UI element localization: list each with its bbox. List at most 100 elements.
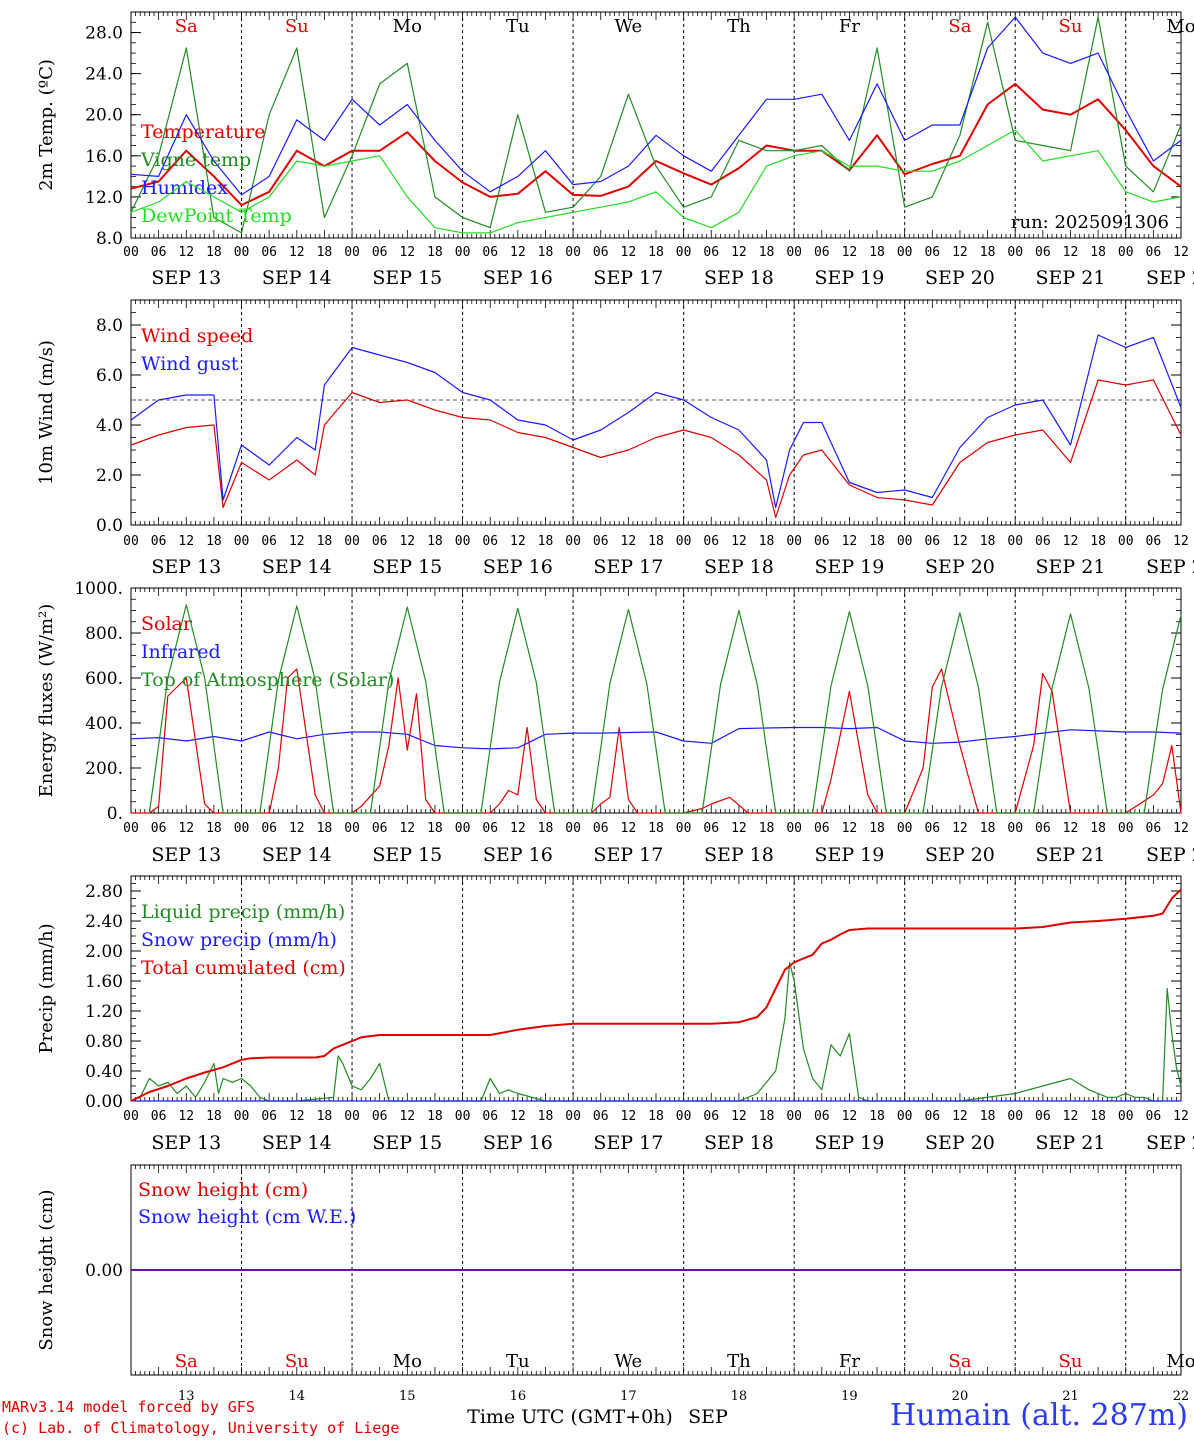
hour-tick-label: 00 [1007,821,1023,836]
weekday-label: Su [1059,16,1083,37]
hour-tick-label: 18 [869,821,885,836]
hour-tick-label: 12 [178,821,194,836]
hour-tick-label: 06 [924,1109,940,1124]
hour-tick-label: 12 [289,534,305,549]
hour-tick-label: 00 [897,245,913,260]
hour-tick-label: 00 [565,1109,581,1124]
hour-tick-label: 12 [399,1109,415,1124]
hour-tick-label: 12 [952,821,968,836]
hour-tick-label: 00 [344,1109,360,1124]
date-label: SEP 22 [1146,267,1194,289]
date-label: SEP 14 [262,267,332,289]
hour-tick-label: 06 [924,534,940,549]
weekday-label-bottom: Su [1059,1351,1083,1372]
hour-tick-label: 18 [869,1109,885,1124]
hour-tick-label: 18 [869,534,885,549]
run-annotation: run: 2025091306 [1011,212,1169,233]
hour-tick-label: 06 [814,245,830,260]
legend-entry: Wind gust [141,353,239,375]
hour-tick-label: 06 [703,1109,719,1124]
hour-tick-label: 18 [1090,1109,1106,1124]
date-label: SEP 22 [1146,1132,1194,1154]
weekday-label: Fr [839,16,860,37]
date-label: SEP 13 [151,267,221,289]
day-number-label: 21 [1062,1389,1079,1404]
hour-tick-label: 18 [648,534,664,549]
model-credit: MARv3.14 model forced by GFS [2,1398,255,1416]
date-label: SEP 20 [925,267,995,289]
hour-tick-label: 00 [1007,534,1023,549]
hour-tick-label: 00 [1118,534,1134,549]
hour-tick-label: 06 [482,821,498,836]
hour-tick-label: 06 [593,1109,609,1124]
date-label: SEP 18 [704,267,774,289]
date-label: SEP 22 [1146,556,1194,578]
date-label: SEP 18 [704,556,774,578]
date-label: SEP 16 [483,1132,553,1154]
legend-entry: Top of Atmosphere (Solar) [141,669,394,691]
legend-entry: Liquid precip (mm/h) [141,901,345,923]
hour-tick-label: 00 [786,821,802,836]
series-line-0-1 [130,16,1182,234]
weekday-label-bottom: Tu [506,1351,530,1372]
hour-tick-label: 00 [455,534,471,549]
date-label: SEP 20 [925,1132,995,1154]
hour-tick-label: 06 [482,534,498,549]
date-label: SEP 20 [925,844,995,866]
date-label: SEP 21 [1036,556,1106,578]
y-tick-label: 1.20 [85,1002,123,1022]
date-label: SEP 20 [925,556,995,578]
y-axis-label: Snow height (cm) [36,1189,57,1350]
hour-tick-label: 12 [842,821,858,836]
y-axis-label: 10m Wind (m/s) [36,340,57,485]
hour-tick-label: 00 [123,821,139,836]
series-line-2-2 [148,604,1182,814]
date-label: SEP 19 [814,1132,884,1154]
hour-tick-label: 12 [510,1109,526,1124]
legend-entry: Temperature [141,121,265,143]
hour-tick-label: 18 [1090,534,1106,549]
hour-tick-label: 12 [952,245,968,260]
hour-tick-label: 06 [372,821,388,836]
hour-tick-label: 06 [924,821,940,836]
date-label: SEP 21 [1036,844,1106,866]
day-number-label: 17 [620,1389,637,1404]
weekday-label-bottom: Mo [393,1351,422,1372]
y-tick-label: 28.0 [85,24,123,44]
station-title: Humain (alt. 287m) [890,1398,1188,1433]
hour-tick-label: 12 [731,245,747,260]
day-number-label: 20 [952,1389,969,1404]
hour-tick-label: 12 [621,1109,637,1124]
legend-entry: Snow height (cm) [138,1179,308,1201]
hour-tick-label: 00 [123,245,139,260]
weekday-label-bottom: We [615,1351,643,1372]
hour-tick-label: 18 [538,821,554,836]
hour-tick-label: 00 [123,534,139,549]
weekday-label-bottom: Mo [1166,1351,1194,1372]
hour-tick-label: 12 [731,821,747,836]
day-number-label: 14 [289,1389,306,1404]
y-tick-label: 2.80 [85,882,123,902]
lab-credit: (c) Lab. of Climatology, University of L… [2,1419,400,1437]
hour-tick-label: 06 [1146,821,1162,836]
date-label: SEP 15 [372,267,442,289]
hour-tick-label: 12 [842,245,858,260]
hour-tick-label: 00 [565,821,581,836]
weekday-label: Mo [1166,16,1194,37]
hour-tick-label: 06 [814,1109,830,1124]
date-label: SEP 16 [483,267,553,289]
legend-entry: Total cumulated (cm) [141,957,346,979]
hour-tick-label: 18 [538,245,554,260]
weekday-label: Tu [506,16,530,37]
day-number-label: 15 [399,1389,416,1404]
hour-tick-label: 00 [786,245,802,260]
date-label: SEP 18 [704,1132,774,1154]
hour-tick-label: 12 [1063,821,1079,836]
y-tick-label: 0.00 [85,1261,123,1281]
hour-tick-label: 00 [1118,1109,1134,1124]
hour-tick-label: 18 [206,821,222,836]
date-label: SEP 14 [262,556,332,578]
weekday-label: Th [727,16,751,37]
hour-tick-label: 00 [897,821,913,836]
y-tick-label: 400. [85,714,123,734]
